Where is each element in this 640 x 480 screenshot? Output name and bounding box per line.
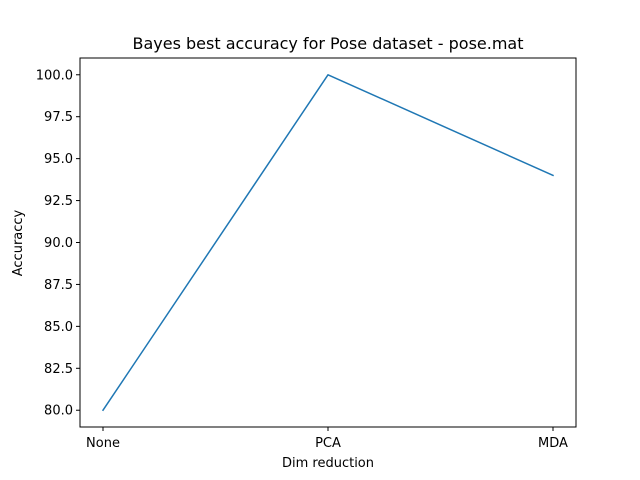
y-tick-label: 97.5 (44, 110, 73, 125)
axis-ticks: 80.0 82.5 85.0 87.5 90.0 92.5 95.0 97.5 100.0 Non… (36, 68, 568, 451)
y-tick-label: 87.5 (44, 278, 73, 293)
y-tick-label: 90.0 (44, 236, 73, 251)
y-tick-label: 95.0 (44, 152, 73, 167)
series-line-1 (101, 74, 554, 412)
y-axis-label: Accuraccy (11, 209, 26, 276)
y-tick-label: 80.0 (44, 404, 73, 419)
y-tick-label: 85.0 (44, 320, 73, 335)
chart-title: Bayes best accuracy for Pose dataset - p… (132, 34, 523, 53)
x-axis-label: Dim reduction (282, 456, 374, 471)
y-tick-label: 100.0 (36, 68, 73, 83)
y-tick-label: 82.5 (44, 362, 73, 377)
x-tick-label: MDA (538, 436, 568, 451)
y-tick-label: 92.5 (44, 194, 73, 209)
x-tick-label: None (86, 436, 120, 451)
x-tick-label: PCA (315, 436, 341, 451)
